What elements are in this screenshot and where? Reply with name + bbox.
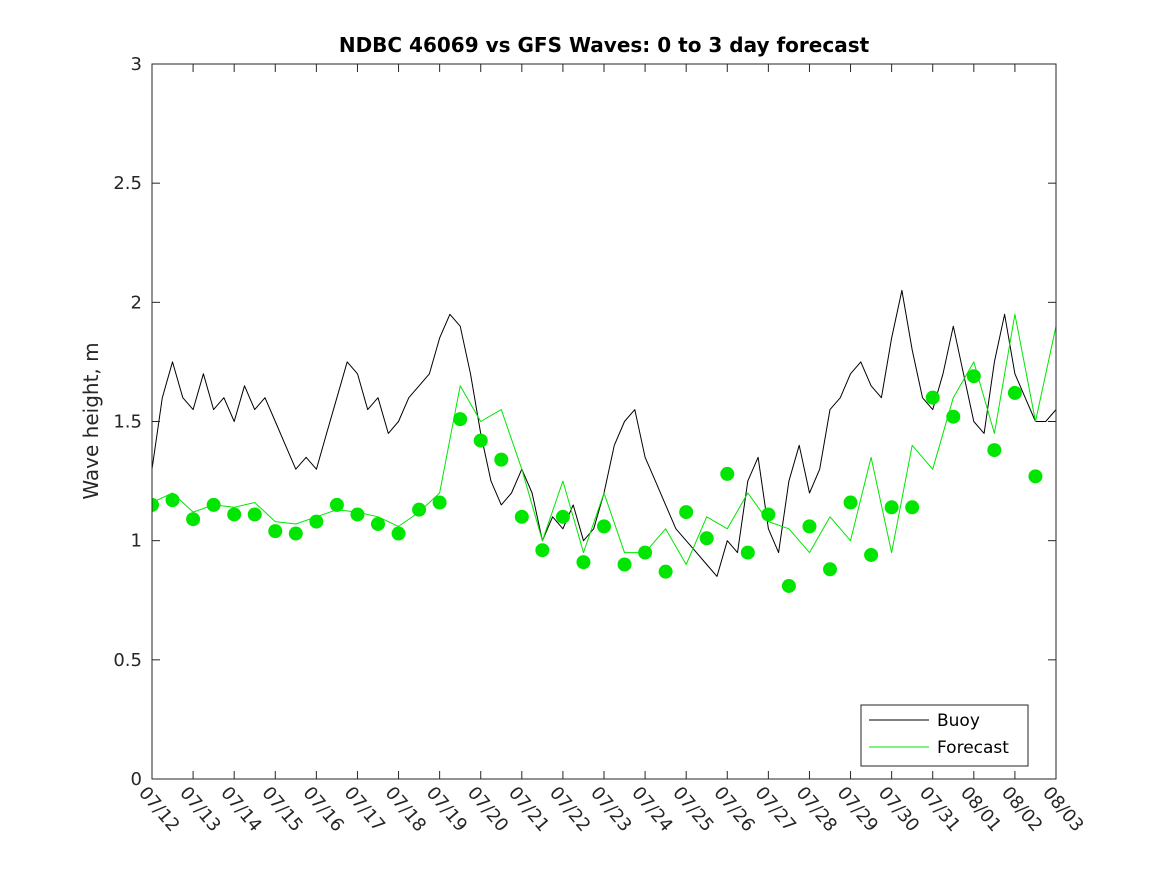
y-tick-label: 0.5 [113,650,142,671]
legend-forecast-label: Forecast [937,738,1009,758]
forecast-point [535,543,550,558]
forecast-point [1007,385,1022,400]
forecast-point [371,516,385,531]
forecast-point [617,557,632,572]
forecast-point [699,531,714,546]
forecast-point [494,452,509,467]
forecast-point [412,502,427,517]
forecast-point [966,369,981,384]
forecast-point [864,547,879,562]
legend-buoy-label: Buoy [937,711,980,731]
forecast-point [925,390,940,405]
y-tick-label: 2 [131,292,142,313]
forecast-point [597,519,611,534]
y-axis-label: Wave height, m [79,342,103,499]
forecast-point [740,545,755,560]
y-axis: 0 0.5 1 1.5 2 2.5 3 [113,54,1056,790]
forecast-line [152,313,1056,565]
y-tick-label: 2.5 [113,173,142,194]
forecast-point [1028,469,1043,484]
forecast-point [350,507,365,522]
forecast-point [391,526,406,541]
forecast-point [555,509,570,524]
forecast-point [432,495,447,510]
forecast-point [288,526,303,541]
forecast-point [206,497,221,512]
y-tick-label: 1.5 [113,412,142,433]
y-tick-label: 3 [131,54,142,75]
forecast-point [802,519,817,534]
y-tick-label: 0 [131,769,142,790]
forecast-point [268,524,283,539]
forecast-point [679,505,694,520]
forecast-point [453,412,468,427]
forecast-point [227,507,242,522]
forecast-point [638,545,653,560]
forecast-point [946,409,961,424]
forecast-point [905,500,920,515]
legend-box [860,704,1029,767]
chart-title: NDBC 46069 vs GFS Waves: 0 to 3 day fore… [339,33,870,57]
forecast-point [473,433,488,448]
forecast-point [720,466,735,481]
forecast-point [843,495,858,510]
forecast-point [152,497,159,512]
forecast-point [884,500,899,515]
forecast-point [186,512,201,527]
forecast-point [576,555,591,570]
forecast-point [309,514,324,529]
forecast-point [781,578,796,593]
forecast-point [658,564,673,579]
legend: Buoy Forecast [860,704,1029,767]
forecast-point [329,497,344,512]
forecast-point [247,507,262,522]
forecast-point [987,443,1002,458]
forecast-point [761,507,776,522]
forecast-point [165,493,180,508]
y-tick-label: 1 [131,531,142,552]
series-layer [152,289,1056,593]
forecast-point [514,509,529,524]
forecast-point [823,562,837,577]
